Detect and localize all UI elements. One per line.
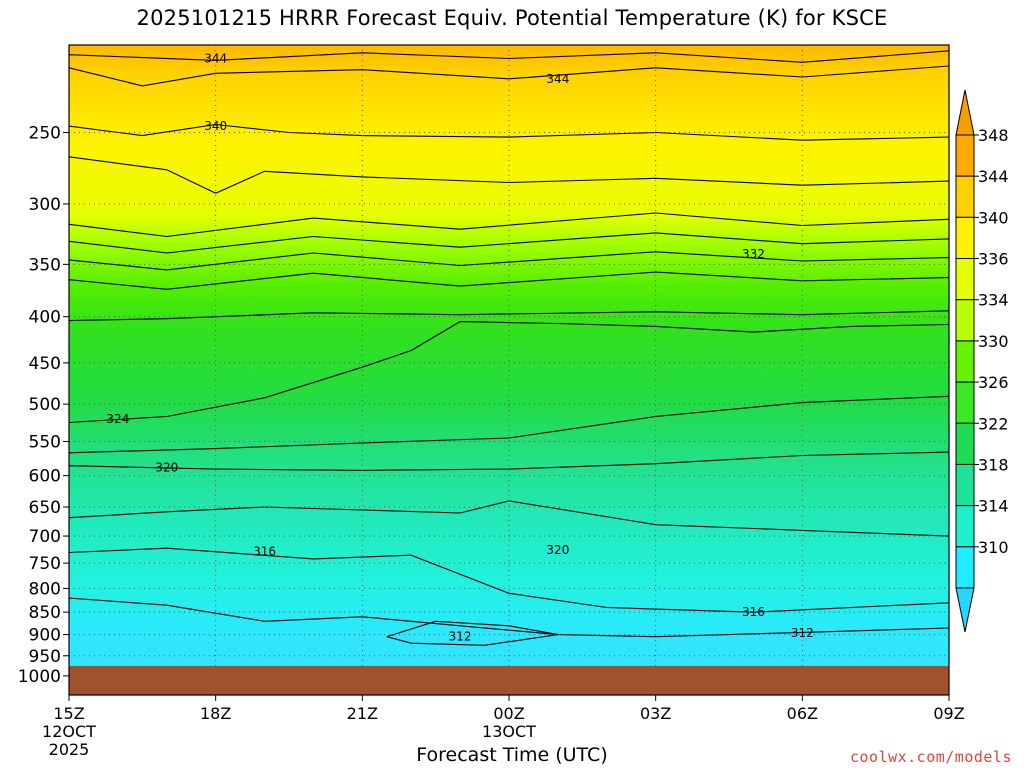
contour-line-344 (68, 65, 950, 87)
contour-label: 312 (791, 626, 814, 640)
contour-line-328 (68, 310, 950, 322)
colorbar-segment (955, 546, 975, 589)
contour-line-324 (68, 321, 950, 424)
colorbar-segment (955, 134, 975, 177)
y-tick-label: 900 (29, 626, 61, 646)
x-tick-date: 12OCT (42, 722, 96, 741)
contour-line-318 (68, 500, 950, 537)
colorbar-label: 336 (978, 250, 1009, 269)
contour-label: 324 (106, 412, 129, 426)
y-tick-label: 450 (29, 354, 61, 374)
colorbar-label: 310 (978, 538, 1009, 557)
contour-line-316 (68, 547, 950, 613)
colorbar-under-arrow (955, 587, 975, 633)
colorbar-segment (955, 340, 975, 383)
colorbar-segment (955, 505, 975, 548)
contour-label: 320 (546, 543, 569, 557)
x-tick-label: 06Z (787, 704, 818, 723)
y-tick-label: 600 (29, 467, 61, 487)
contour-label: 344 (546, 72, 569, 86)
credit-text: coolwx.com/models (849, 748, 1012, 766)
y-tick-label: 1000 (18, 667, 61, 687)
ground-below-surface (69, 665, 949, 695)
y-tick-label: 500 (29, 395, 61, 415)
y-tick-label: 850 (29, 603, 61, 623)
colorbar-segment (955, 299, 975, 342)
contour-line-338 (68, 156, 950, 194)
chart-title: 2025101215 HRRR Forecast Equiv. Potentia… (136, 6, 888, 30)
colorbar-label: 344 (978, 167, 1009, 186)
colorbar-label: 334 (978, 291, 1009, 310)
colorbar-label: 318 (978, 455, 1009, 474)
colorbar-segment (955, 381, 975, 424)
y-tick-label: 800 (29, 579, 61, 599)
colorbar-segment (955, 258, 975, 301)
contour-label: 332 (742, 247, 765, 261)
y-axis: 250 300 350 400 450 500 550 600 650 700 750 800 850 9… (18, 123, 69, 687)
colorbar-label: 322 (978, 414, 1009, 433)
x-tick-year: 2025 (49, 740, 90, 759)
contour-label: 320 (155, 461, 178, 475)
colorbar-segment (955, 422, 975, 465)
x-tick-label: 18Z (200, 704, 231, 723)
x-tick-label: 21Z (347, 704, 378, 723)
contour-label: 340 (204, 119, 227, 133)
y-tick-label: 750 (29, 554, 61, 574)
colorbar-label: 340 (978, 208, 1009, 227)
contour-label: 316 (253, 544, 276, 558)
colorbar-label: 330 (978, 332, 1009, 351)
ground-fill (69, 665, 949, 695)
y-tick-label: 650 (29, 498, 61, 518)
y-tick-label: 250 (29, 123, 61, 143)
x-tick-label: 15Z (53, 704, 84, 723)
contour-label: 316 (742, 605, 765, 619)
x-axis-title: Forecast Time (UTC) (416, 744, 608, 766)
x-tick-label: 03Z (640, 704, 671, 723)
x-tick-label: 00Z (493, 704, 524, 723)
colorbar-segment (955, 175, 975, 218)
colorbar: 348 344 340 336 334 330 326 322 318 314 310 (955, 89, 1009, 633)
contour-line-334 (68, 232, 950, 254)
contour-line-312 (386, 620, 558, 646)
colorbar-label: 326 (978, 373, 1009, 392)
contour-line-322 (68, 395, 950, 454)
colorbar-segment (955, 463, 975, 507)
contour-label: 344 (204, 51, 227, 65)
y-tick-label: 950 (29, 647, 61, 667)
colorbar-label: 348 (978, 126, 1009, 145)
x-tick-label: 09Z (933, 704, 964, 723)
contour-labels: 344 344 340 332 324 320 320 316 316 312 312 (106, 51, 813, 643)
colorbar-label: 314 (978, 497, 1009, 516)
colorbar-segment (955, 216, 975, 260)
y-tick-label: 300 (29, 195, 61, 215)
contour-line-314 (68, 597, 950, 638)
y-tick-label: 700 (29, 527, 61, 547)
y-tick-label: 400 (29, 308, 61, 328)
y-tick-label: 550 (29, 433, 61, 453)
contour-label: 312 (449, 630, 472, 644)
y-tick-label: 350 (29, 255, 61, 275)
x-tick-date: 13OCT (482, 722, 536, 741)
colorbar-over-arrow (955, 89, 975, 136)
